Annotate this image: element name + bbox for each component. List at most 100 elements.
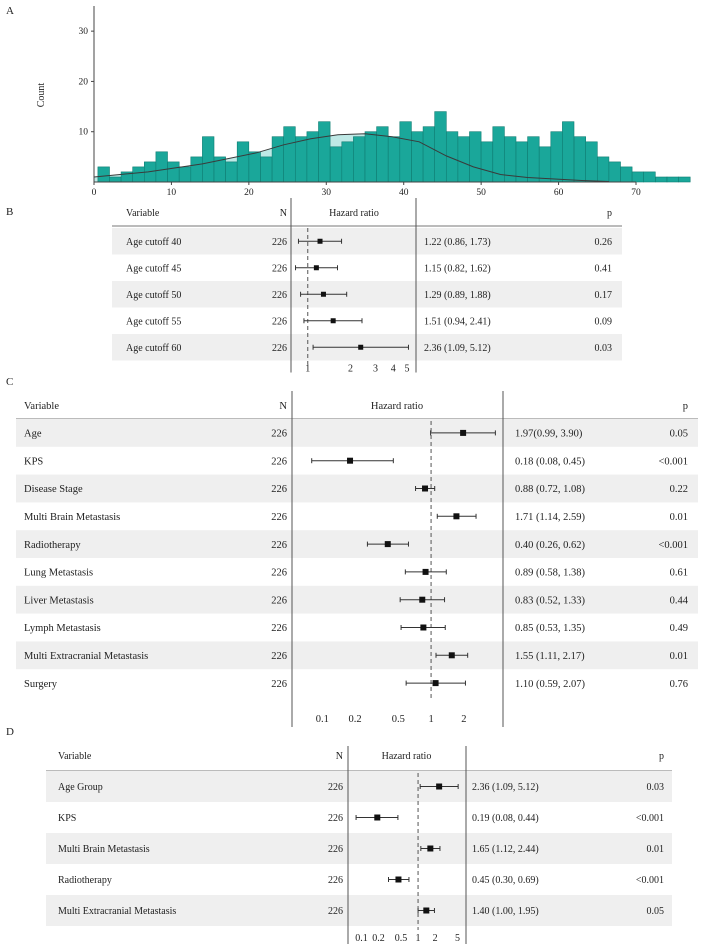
row-ci-text: 0.45 (0.30, 0.69)	[472, 875, 539, 886]
row-p-value: 0.01	[647, 844, 665, 855]
panel-label-a: A	[6, 5, 14, 17]
histogram-bar	[387, 136, 401, 183]
hazard-ratio-point	[347, 457, 354, 464]
row-variable-label: KPS	[58, 813, 76, 824]
row-p-value: 0.05	[647, 906, 665, 917]
histogram-bar	[469, 131, 482, 183]
forest-panel-c: Variable N Hazard ratio p Age 226 1.97(0.99, 3…	[16, 391, 698, 727]
row-variable-label: Multi Brain Metastasis	[24, 512, 120, 523]
histogram-bar	[399, 121, 412, 183]
row-n-value: 226	[271, 595, 287, 606]
row-ci-text: 2.36 (1.09, 5.12)	[424, 343, 491, 354]
row-n-value: 226	[271, 456, 287, 467]
histogram-bar	[248, 151, 261, 183]
row-variable-label: Age cutoff 50	[126, 290, 181, 301]
row-ci-text: 1.55 (1.11, 2.17)	[515, 651, 585, 662]
x-tick-label: 0.1	[316, 714, 329, 725]
row-band	[112, 281, 622, 308]
hazard-ratio-point	[432, 680, 439, 687]
header-hazard-ratio: Hazard ratio	[382, 751, 432, 762]
y-axis-label: Count	[36, 83, 47, 108]
histogram-bar	[678, 176, 691, 183]
x-tick-label: 30	[322, 188, 332, 198]
row-ci-text: 0.85 (0.53, 1.35)	[515, 623, 585, 634]
row-n-value: 226	[271, 651, 287, 662]
header-variable: Variable	[126, 208, 160, 219]
histogram-bar	[655, 176, 668, 183]
row-n-value: 226	[328, 813, 343, 824]
x-tick-label: 0	[92, 188, 97, 198]
row-ci-text: 1.15 (0.82, 1.62)	[424, 263, 491, 274]
histogram-bar	[585, 141, 598, 183]
row-p-value: <0.001	[658, 540, 688, 551]
histogram-bar	[434, 111, 447, 183]
row-n-value: 226	[271, 484, 287, 495]
histogram-bar	[596, 156, 610, 183]
row-p-value: 0.17	[595, 290, 613, 301]
histogram-bar	[550, 131, 563, 183]
row-p-value: 0.76	[670, 679, 688, 690]
histogram-bar	[538, 146, 552, 183]
row-p-value: <0.001	[636, 875, 664, 886]
row-n-value: 226	[272, 316, 287, 327]
hazard-ratio-point	[460, 429, 467, 436]
histogram-bar	[109, 176, 122, 183]
row-n-value: 226	[272, 343, 287, 354]
histogram-bar	[480, 141, 494, 183]
row-band	[16, 530, 698, 558]
hazard-ratio-point	[420, 624, 427, 631]
row-n-value: 226	[328, 782, 343, 793]
header-p: p	[683, 401, 688, 412]
hazard-ratio-point	[374, 814, 381, 821]
row-p-value: <0.001	[636, 813, 664, 824]
header-hazard-ratio: Hazard ratio	[329, 208, 379, 219]
histogram-bar	[608, 161, 621, 183]
histogram-bar	[283, 126, 296, 183]
row-p-value: 0.03	[595, 343, 613, 354]
row-n-value: 226	[271, 568, 287, 579]
x-tick-label: 20	[244, 188, 254, 198]
x-tick-label: 5	[405, 364, 410, 375]
histogram-bar	[155, 151, 168, 183]
hazard-ratio-point	[436, 783, 443, 790]
row-p-value: 0.41	[595, 263, 613, 274]
x-tick-label: 1	[428, 714, 433, 725]
row-n-value: 226	[272, 290, 287, 301]
row-variable-label: Age	[24, 429, 42, 440]
hazard-ratio-point	[423, 907, 430, 914]
row-ci-text: 1.65 (1.12, 2.44)	[472, 844, 539, 855]
histogram-bar	[202, 136, 215, 183]
histogram-bar	[353, 136, 366, 183]
row-ci-text: 1.71 (1.14, 2.59)	[515, 512, 585, 523]
x-tick-label: 0.5	[392, 714, 405, 725]
histogram-bar	[132, 166, 145, 183]
row-n-value: 226	[271, 429, 287, 440]
row-n-value: 226	[271, 679, 287, 690]
row-variable-label: Surgery	[24, 679, 58, 690]
hazard-ratio-point	[320, 291, 326, 297]
x-tick-label: 4	[391, 364, 396, 375]
row-n-value: 226	[271, 540, 287, 551]
x-tick-label: 1	[416, 933, 421, 944]
x-tick-label: 3	[373, 364, 378, 375]
x-tick-label: 2	[348, 364, 353, 375]
row-variable-label: Radiotherapy	[24, 540, 81, 551]
histogram-bar	[422, 126, 436, 183]
histogram-bar	[631, 171, 644, 183]
row-p-value: 0.49	[670, 623, 688, 634]
row-variable-label: Age cutoff 55	[126, 316, 181, 327]
row-p-value: 0.03	[647, 782, 665, 793]
hazard-ratio-point	[448, 652, 455, 659]
histogram-bar	[666, 176, 679, 183]
row-variable-label: Age cutoff 45	[126, 263, 181, 274]
row-ci-text: 0.83 (0.52, 1.33)	[515, 595, 585, 606]
row-n-value: 226	[328, 875, 343, 886]
panel-label-b: B	[6, 206, 13, 218]
row-variable-label: Multi Brain Metastasis	[58, 844, 150, 855]
histogram-bar	[620, 166, 633, 183]
x-tick-label: 2	[461, 714, 466, 725]
row-n-value: 226	[328, 844, 343, 855]
row-band	[16, 641, 698, 670]
hazard-ratio-point	[422, 485, 429, 492]
